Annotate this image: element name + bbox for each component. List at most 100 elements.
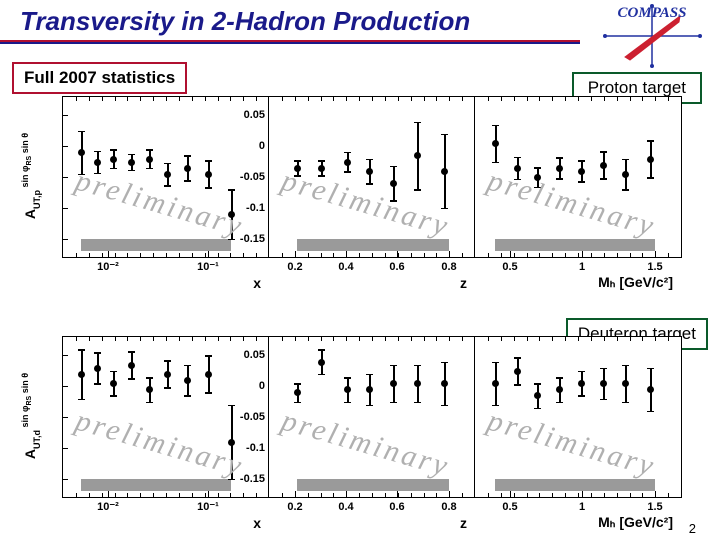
data-point [441,168,448,175]
data-point [94,365,101,372]
ytick: -0.15 [240,233,265,245]
full-stats-label: Full 2007 statistics [12,62,187,94]
ytick: -0.05 [240,171,265,183]
compass-logo: COMPASS [595,2,710,70]
data-point [78,371,85,378]
systematic-band [495,479,655,491]
data-point [294,165,301,172]
xtick: 10⁻¹ [197,500,219,513]
data-point [390,380,397,387]
ytick: 0.05 [244,109,265,121]
data-point [622,380,629,387]
data-point [228,211,235,218]
panel-z: 0.20.40.60.8zpreliminary [268,336,476,498]
svg-text:AUT,d sin φRS sin θ: AUT,d sin φRS sin θ [20,373,42,459]
xtick: 1.5 [647,261,662,273]
systematic-band [495,239,655,251]
systematic-band [81,479,231,491]
data-point [205,171,212,178]
x-axis-label: x [253,275,261,291]
data-point [578,380,585,387]
data-point [164,371,171,378]
systematic-band [297,479,449,491]
panel-MGeVc: 0.511.5Mₕ [GeV/c²]preliminary [474,96,682,258]
data-point [600,380,607,387]
xtick: 0.5 [502,261,517,273]
xtick: 0.8 [441,501,456,513]
data-point [366,168,373,175]
data-point [414,380,421,387]
data-point [128,159,135,166]
preliminary-watermark: preliminary [278,164,454,245]
data-point [184,165,191,172]
ytick: -0.1 [246,202,265,214]
chart-row-proton: AUT,p sin φRS sin θ0.050-0.05-0.1-0.1510… [62,96,682,296]
panel-MGeVc: 0.511.5Mₕ [GeV/c²]preliminary [474,336,682,498]
xtick: 10⁻² [97,260,119,273]
data-point [534,174,541,181]
x-axis-label: z [460,275,467,291]
data-point [647,386,654,393]
xtick: 0.8 [441,261,456,273]
data-point [110,380,117,387]
xtick: 0.4 [338,261,353,273]
data-point [110,156,117,163]
x-axis-label: Mₕ [GeV/c²] [598,514,673,531]
xtick: 10⁻¹ [197,260,219,273]
data-point [647,156,654,163]
data-point [600,162,607,169]
x-axis-label: Mₕ [GeV/c²] [598,274,673,291]
page-number: 2 [689,521,696,536]
svg-text:COMPASS: COMPASS [618,5,687,21]
data-point [441,380,448,387]
data-point [514,368,521,375]
preliminary-watermark: preliminary [72,404,248,485]
preliminary-watermark: preliminary [484,404,660,485]
preliminary-watermark: preliminary [278,404,454,485]
systematic-band [297,239,449,251]
panel-z: 0.20.40.60.8zpreliminary [268,96,476,258]
data-point [205,371,212,378]
xtick: 0.4 [338,501,353,513]
ytick: 0.05 [244,349,265,361]
data-point [366,386,373,393]
data-point [514,165,521,172]
data-point [556,165,563,172]
ytick: 0 [259,380,265,392]
data-point [390,180,397,187]
data-point [146,156,153,163]
data-point [556,386,563,393]
data-point [578,168,585,175]
ytick: -0.1 [246,442,265,454]
page-title: Transversity in 2-Hadron Production [20,6,470,37]
data-point [128,362,135,369]
data-point [78,149,85,156]
data-point [94,159,101,166]
data-point [414,152,421,159]
xtick: 10⁻² [97,500,119,513]
data-point [622,171,629,178]
y-axis-label: AUT,d sin φRS sin θ [10,346,60,486]
ytick: 0 [259,140,265,152]
data-point [492,380,499,387]
data-point [318,359,325,366]
xtick: 1 [579,501,585,513]
title-underline [0,40,580,44]
xtick: 0.5 [502,501,517,513]
panel-x: 0.050-0.05-0.1-0.1510⁻²10⁻¹xpreliminary [62,336,270,498]
xtick: 0.2 [287,261,302,273]
preliminary-watermark: preliminary [72,164,248,245]
preliminary-watermark: preliminary [484,164,660,245]
x-axis-label: x [253,515,261,531]
svg-text:AUT,p sin φRS sin θ: AUT,p sin φRS sin θ [20,133,42,219]
panel-x: 0.050-0.05-0.1-0.1510⁻²10⁻¹xpreliminary [62,96,270,258]
xtick: 0.6 [389,501,404,513]
systematic-band [81,239,231,251]
data-point [344,386,351,393]
data-point [318,165,325,172]
xtick: 1.5 [647,501,662,513]
data-point [492,140,499,147]
data-point [146,386,153,393]
data-point [344,159,351,166]
data-point [534,392,541,399]
